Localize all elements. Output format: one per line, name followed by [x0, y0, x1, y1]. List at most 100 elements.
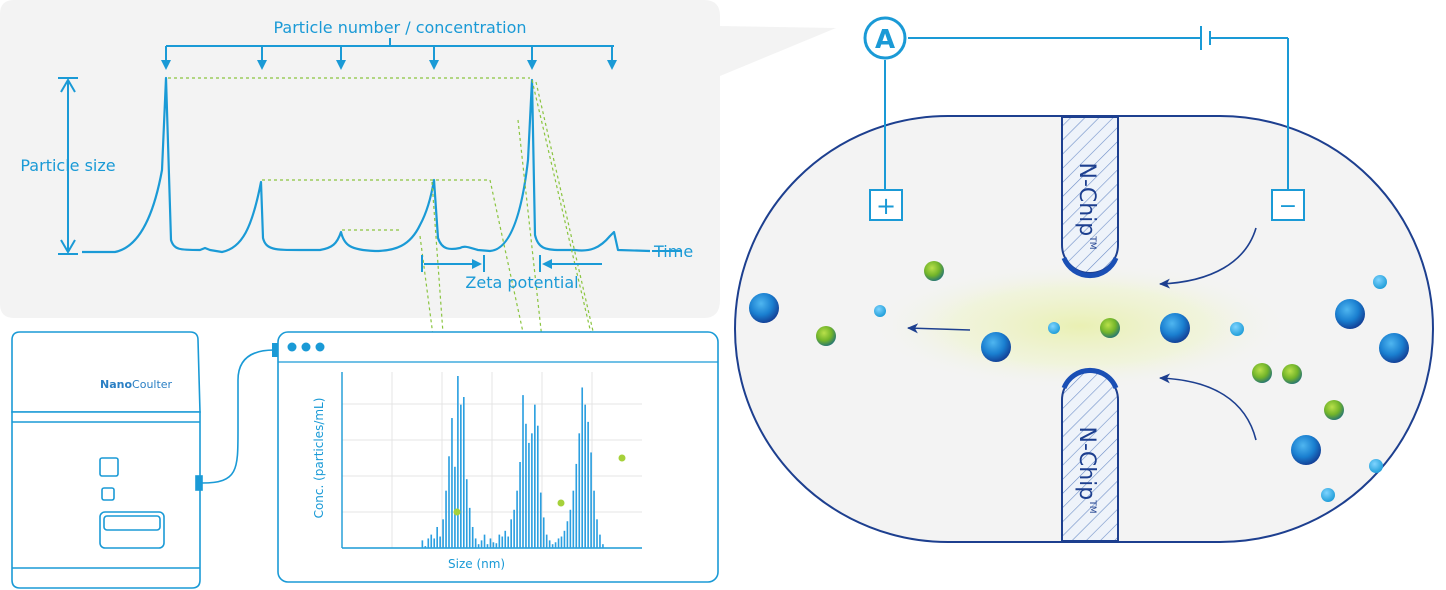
- circuit: [884, 26, 1289, 190]
- histogram-bar: [572, 490, 575, 548]
- histogram-bar: [433, 538, 436, 548]
- histogram-bar: [439, 536, 441, 548]
- positive-electrode-label: +: [876, 192, 896, 220]
- particles: [749, 261, 1409, 502]
- histogram-bar: [599, 534, 601, 548]
- histogram-bar: [563, 530, 566, 548]
- device-brand: NanoCoulter: [100, 378, 173, 391]
- flow-arrows: [907, 227, 1257, 441]
- histogram-bar: [430, 534, 433, 548]
- signal-callout-panel: [0, 0, 836, 318]
- histogram-bar: [593, 490, 595, 548]
- negative-electrode: [1271, 189, 1305, 221]
- histogram-bar: [424, 546, 427, 548]
- histogram-bars: [421, 376, 604, 548]
- size-axis-label: Size (nm): [448, 557, 505, 571]
- negative-electrode-label: −: [1279, 194, 1297, 219]
- window-dot-icon: [287, 342, 297, 352]
- histogram-bar: [504, 530, 507, 548]
- histogram-bar: [516, 490, 518, 548]
- histogram-bar: [436, 526, 438, 548]
- histogram-bar: [495, 543, 498, 548]
- histogram-bar: [560, 536, 563, 548]
- histogram-bar: [587, 421, 589, 548]
- histogram-bar: [584, 404, 586, 548]
- positive-electrode: [869, 189, 903, 221]
- nanocoulter-device: [11, 331, 203, 589]
- histogram-bar: [554, 542, 557, 548]
- histogram-bar: [492, 542, 495, 548]
- zeta-arrows: [421, 255, 602, 272]
- histogram-bar: [534, 404, 536, 548]
- histogram-bar: [542, 517, 545, 548]
- histogram-bar: [522, 395, 524, 548]
- histogram-grid: [342, 372, 642, 548]
- histogram-bar: [581, 387, 584, 548]
- histogram-bar: [528, 442, 530, 548]
- n-chip-bottom-label: N-ChipTM: [1074, 426, 1099, 513]
- histogram-bar: [501, 536, 504, 548]
- histogram-bar: [578, 433, 581, 548]
- particle-number-label: Particle number / concentration: [273, 18, 526, 37]
- n-chip-top-label: N-ChipTM: [1074, 162, 1099, 249]
- histogram-bar: [427, 538, 430, 548]
- particle-size-label: Particle size: [20, 156, 115, 175]
- brand-prefix: Nano: [100, 378, 132, 391]
- histogram-bar: [486, 544, 489, 548]
- histogram-bar: [557, 538, 560, 548]
- histogram-bar: [602, 544, 604, 548]
- histogram-bar: [457, 376, 459, 548]
- conc-axis-label: Conc. (particles/mL): [312, 398, 326, 519]
- histogram-bar: [519, 462, 521, 548]
- histogram-bar: [460, 404, 462, 548]
- histogram-bar: [448, 456, 450, 548]
- histogram-bar: [566, 521, 569, 548]
- histogram-bar: [531, 433, 533, 548]
- window-dot-icon: [301, 342, 311, 352]
- histogram-bar: [445, 490, 447, 548]
- signal-trace: [82, 76, 651, 254]
- histogram-bar: [510, 519, 512, 548]
- histogram-bar: [421, 540, 424, 548]
- histogram-bar: [551, 544, 554, 548]
- ammeter-icon: [863, 16, 907, 60]
- histogram-bar: [590, 452, 592, 548]
- particle-size-axis: [58, 77, 78, 255]
- histogram-bar: [451, 418, 453, 548]
- window-dot-icon: [315, 342, 325, 352]
- histogram-bar: [468, 507, 471, 548]
- histogram-bar: [575, 463, 578, 548]
- concentration-bracket: [161, 38, 617, 70]
- histogram-bar: [477, 544, 480, 548]
- histogram-bar: [525, 423, 527, 548]
- histogram-bar: [539, 492, 542, 548]
- histogram-bar: [513, 509, 515, 548]
- zeta-potential-label: Zeta potential: [465, 273, 578, 292]
- histogram-bar: [480, 540, 483, 548]
- histogram-bar: [474, 538, 477, 548]
- ammeter-label: A: [875, 25, 895, 55]
- monitor-window: [272, 331, 719, 583]
- histogram-bar: [471, 526, 474, 548]
- histogram-bar: [507, 536, 510, 548]
- highlight-markers: [453, 454, 626, 516]
- brand-suffix: Coulter: [132, 378, 173, 391]
- histogram-bar: [462, 397, 465, 548]
- histogram-bar: [454, 466, 456, 548]
- histogram-bar: [465, 479, 468, 548]
- n-chip-bottom: [1061, 367, 1119, 542]
- histogram-bar: [442, 519, 444, 548]
- histogram-bar: [498, 534, 501, 548]
- histogram-bar: [483, 534, 486, 548]
- time-label: Time: [653, 242, 693, 261]
- histogram-bar: [548, 540, 551, 548]
- histogram-bar: [596, 519, 598, 548]
- histogram-bar: [569, 509, 572, 548]
- measurement-cell: [734, 115, 1434, 543]
- n-chip-top: [1061, 116, 1119, 279]
- histogram-bar: [536, 425, 539, 548]
- histogram-bar: [489, 538, 492, 548]
- cable: [201, 349, 275, 484]
- histogram-bar: [545, 534, 548, 548]
